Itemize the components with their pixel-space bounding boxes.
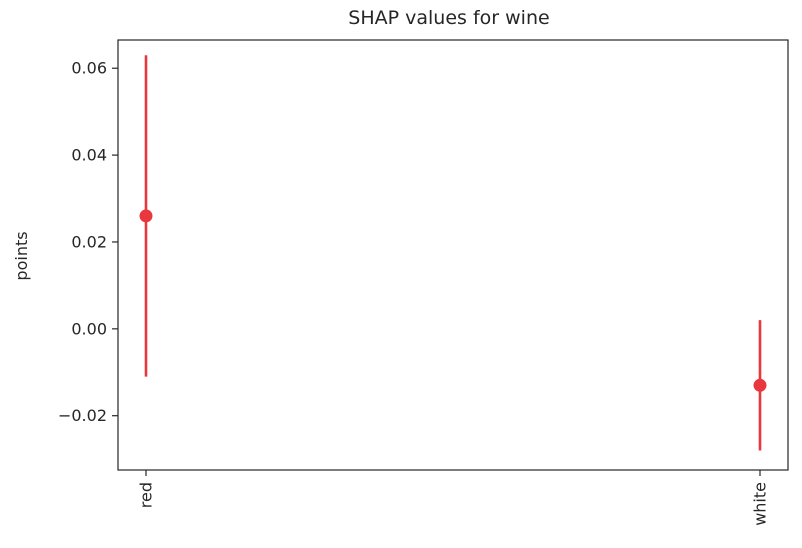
y-tick-label-3: 0.04 (71, 146, 107, 165)
plot-frame (117, 39, 789, 471)
x-tick-label-red: red (137, 482, 156, 508)
y-tick-label-4: 0.06 (71, 59, 107, 78)
y-tick-label-2: 0.02 (71, 232, 107, 251)
y-tick-label-1: 0.00 (71, 319, 107, 338)
plot-area: −0.02 0.00 0.02 0.04 0.06 red white (58, 55, 770, 526)
y-tick-label-0: −0.02 (58, 406, 107, 425)
x-tick-label-white: white (751, 482, 770, 526)
chart-title: SHAP values for wine (348, 7, 549, 29)
point-white (753, 378, 767, 392)
point-red (139, 209, 153, 223)
y-axis-label: points (12, 231, 31, 280)
